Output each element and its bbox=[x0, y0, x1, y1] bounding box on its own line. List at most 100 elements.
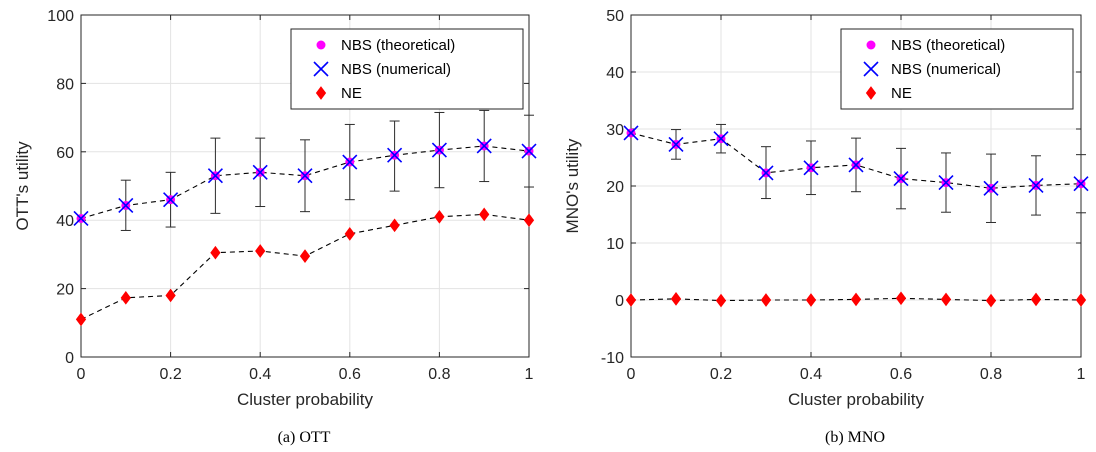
y-tick-label: 100 bbox=[47, 8, 74, 25]
x-marker-stroke bbox=[342, 154, 358, 170]
x-marker-stroke bbox=[521, 143, 537, 159]
chart-panel-ott: 0 0.2 0.4 0.6 0.8 1 0 20 40 60 80 100 Cluster probab… bbox=[13, 8, 537, 446]
x-tick-label: 0 bbox=[627, 366, 636, 383]
x-tick-label: 0.8 bbox=[980, 366, 1002, 383]
x-marker-stroke bbox=[758, 165, 774, 181]
nbs-numerical-point bbox=[342, 154, 358, 170]
ne-point bbox=[985, 293, 997, 308]
ne-point bbox=[523, 213, 535, 228]
x-tick-label: 1 bbox=[525, 366, 534, 383]
nbs-numerical-point bbox=[387, 147, 403, 163]
x-marker-stroke bbox=[713, 131, 729, 147]
legend-label-ne: NE bbox=[341, 85, 362, 102]
nbs-numerical-point bbox=[623, 125, 639, 141]
legend-marker-nbs-numerical bbox=[863, 61, 879, 77]
x-tick-label: 1 bbox=[1077, 366, 1086, 383]
legend-label-nbs-theoretical: NBS (theoretical) bbox=[891, 37, 1005, 54]
nbs-numerical-point bbox=[1073, 176, 1089, 192]
y-axis-label: OTT's utility bbox=[13, 141, 32, 231]
legend: NBS (theoretical) NBS (numerical) NE bbox=[840, 28, 1074, 110]
legend-marker-nbs-theoretical bbox=[316, 40, 326, 50]
nbs-numerical-point bbox=[938, 175, 954, 191]
ne-point bbox=[940, 292, 952, 307]
x-marker-stroke bbox=[387, 147, 403, 163]
figure-caption: (a) OTT bbox=[278, 429, 331, 446]
legend-box bbox=[290, 28, 524, 110]
nbs-numerical-point bbox=[758, 165, 774, 181]
ne-point bbox=[895, 291, 907, 306]
legend-label-ne: NE bbox=[891, 85, 912, 102]
ne-point bbox=[75, 312, 87, 327]
nbs-numerical-point bbox=[207, 168, 223, 184]
x-marker-stroke bbox=[297, 168, 313, 184]
x-marker-stroke bbox=[668, 136, 684, 152]
nbs-numerical-point bbox=[521, 143, 537, 159]
nbs-numerical-point bbox=[983, 180, 999, 196]
x-marker-stroke bbox=[1028, 177, 1044, 193]
x-tick-label: 0.6 bbox=[339, 366, 361, 383]
y-tick-label: -10 bbox=[601, 350, 624, 367]
x-marker-stroke bbox=[848, 157, 864, 173]
legend: NBS (theoretical) NBS (numerical) NE bbox=[290, 28, 524, 110]
x-marker-stroke bbox=[313, 61, 329, 77]
x-tick-label: 0.4 bbox=[249, 366, 271, 383]
legend-label-nbs-theoretical: NBS (theoretical) bbox=[341, 37, 455, 54]
y-axis-label: MNO's utility bbox=[563, 138, 582, 233]
y-tick-label: 30 bbox=[606, 122, 624, 139]
ne-point bbox=[1075, 293, 1087, 307]
nbs-numerical-point bbox=[668, 136, 684, 152]
y-tick-label: 80 bbox=[56, 76, 74, 93]
x-marker-stroke bbox=[73, 210, 89, 227]
ne-point bbox=[210, 245, 221, 260]
x-marker-stroke bbox=[118, 197, 134, 214]
x-axis-label: Cluster probability bbox=[788, 390, 925, 409]
x-axis-label: Cluster probability bbox=[237, 390, 374, 409]
ne-point bbox=[434, 209, 445, 224]
legend-box bbox=[840, 28, 1074, 110]
figure-caption: (b) MNO bbox=[825, 429, 885, 446]
x-marker-stroke bbox=[476, 138, 492, 154]
ne-point bbox=[120, 291, 131, 305]
x-marker-stroke bbox=[893, 171, 909, 187]
nbs-numerical-point bbox=[713, 131, 729, 147]
x-marker-stroke bbox=[1073, 176, 1089, 192]
x-marker-stroke bbox=[252, 164, 268, 180]
legend-marker-nbs-theoretical bbox=[866, 40, 876, 50]
ne-point bbox=[625, 293, 637, 307]
x-marker-stroke bbox=[207, 168, 223, 184]
nbs-dashed-line bbox=[80, 145, 530, 220]
y-tick-label: 60 bbox=[56, 145, 74, 162]
ne-point bbox=[715, 293, 727, 308]
nbs-numerical-point bbox=[803, 160, 819, 176]
y-tick-label: 40 bbox=[606, 65, 624, 82]
y-tick-label: 0 bbox=[65, 350, 74, 367]
x-marker-stroke bbox=[163, 192, 179, 208]
nbs-numerical-point bbox=[252, 164, 268, 180]
y-tick-label: 10 bbox=[606, 236, 624, 253]
ne-point bbox=[850, 292, 862, 307]
nbs-numerical-point bbox=[118, 197, 134, 214]
y-tick-label: 40 bbox=[56, 213, 74, 230]
ne-point bbox=[760, 293, 772, 307]
legend-label-nbs-numerical: NBS (numerical) bbox=[341, 61, 451, 78]
legend-label-nbs-numerical: NBS (numerical) bbox=[891, 61, 1001, 78]
x-tick-label: 0.4 bbox=[800, 366, 822, 383]
x-marker-stroke bbox=[983, 180, 999, 196]
x-marker-stroke bbox=[431, 142, 447, 158]
legend-marker-nbs-numerical bbox=[313, 61, 329, 77]
ne-point bbox=[165, 288, 176, 303]
nbs-numerical-point bbox=[73, 210, 89, 227]
x-marker-stroke bbox=[623, 125, 639, 141]
x-marker-stroke bbox=[863, 61, 879, 77]
nbs-numerical-point bbox=[163, 192, 179, 208]
nbs-numerical-point bbox=[848, 157, 864, 173]
ne-point bbox=[805, 293, 817, 307]
x-tick-label: 0.8 bbox=[428, 366, 450, 383]
nbs-numerical-point bbox=[893, 171, 909, 187]
x-tick-label: 0 bbox=[77, 366, 86, 383]
x-tick-label: 0.2 bbox=[159, 366, 181, 383]
y-tick-label: 50 bbox=[606, 8, 624, 25]
nbs-numerical-point bbox=[476, 138, 492, 154]
